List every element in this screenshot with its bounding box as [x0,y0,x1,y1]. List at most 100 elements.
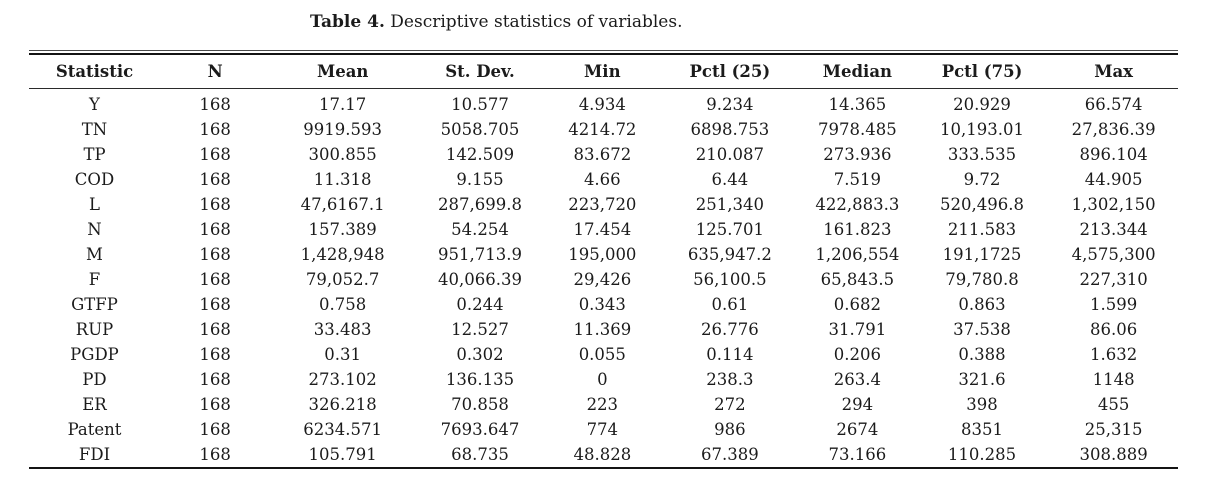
table-cell: 6898.753 [690,120,770,139]
table-cell: 168 [199,195,231,214]
table-cell: 213.344 [1079,220,1148,239]
column-header-mean: Mean [270,55,416,89]
stats-table: Statistic N Mean St. Dev. Min Pctl (25) Median… [29,55,1178,469]
column-header-statistic: Statistic [29,55,160,89]
table-cell: 5058.705 [440,120,520,139]
table-cell: 83.672 [573,145,632,164]
table-cell: 4214.72 [568,120,637,139]
table-cell: 635,947.2 [687,245,772,264]
table-cell: 273.936 [823,145,892,164]
table-caption-text: Descriptive statistics of variables. [390,12,683,32]
column-header-max: Max [1049,55,1178,89]
table-cell: 56,100.5 [693,270,767,289]
table-cell: 157.389 [308,220,377,239]
table-row: GTFP 168 0.758 0.244 0.343 0.61 0.682 0.863 1.59… [29,292,1178,317]
table-cell: 168 [199,420,231,439]
table-cell: 168 [199,170,231,189]
table-row: Y 168 17.17 10.577 4.934 9.234 14.365 20.929 66.… [29,89,1178,118]
table-cell: 0.758 [319,295,367,314]
table-cell: 223 [586,395,619,414]
table-cell: 26.776 [700,320,759,339]
table-cell: 0.343 [578,295,626,314]
table-cell: 12.527 [451,320,509,339]
table-cell: 251,340 [695,195,764,214]
row-label: TP [83,145,106,164]
table-cell: 951,713.9 [437,245,522,264]
table-cell: 0.302 [456,345,504,364]
table-cell: 1.599 [1090,295,1138,314]
table-row: TN 168 9919.593 5058.705 4214.72 6898.753 7978… [29,117,1178,142]
table-cell: 44.905 [1084,170,1143,189]
table-cell: 195,000 [568,245,637,264]
table-cell: 79,780.8 [945,270,1019,289]
table-cell: 0.682 [833,295,881,314]
table-cell: 54.254 [451,220,509,239]
table-head: Statistic N Mean St. Dev. Min Pctl (25) Median… [29,55,1178,89]
table-row: PGDP 168 0.31 0.302 0.055 0.114 0.206 0.388 1.63… [29,342,1178,367]
table-cell: 79,052.7 [305,270,380,289]
table-area: Statistic N Mean St. Dev. Min Pctl (25) Median… [29,50,1178,469]
table-cell: 1,206,554 [815,245,900,264]
table-cell: 273.102 [308,370,377,389]
table-cell: 9.155 [456,170,504,189]
table-cell: 774 [586,420,619,439]
table-cell: 0.206 [833,345,881,364]
table-cell: 136.135 [445,370,515,389]
table-caption: Table 4. Descriptive statistics of varia… [310,11,682,33]
table-cell: 0.388 [958,345,1006,364]
table-cell: 9919.593 [303,120,383,139]
table-cell: 31.791 [828,320,887,339]
table-cell: 14.365 [828,95,887,114]
row-label: TN [81,120,108,139]
table-cell: 7978.485 [818,120,897,139]
row-label: PD [82,370,107,389]
table-cell: 10.577 [451,95,509,114]
table-cell: 422,883.3 [815,195,900,214]
table-cell: 6234.571 [303,420,383,439]
table-cell: 168 [199,220,231,239]
header-row: Statistic N Mean St. Dev. Min Pctl (25) Median… [29,55,1178,89]
table-cell: 33.483 [313,320,372,339]
table-row: Patent 168 6234.571 7693.647 774 986 2674 8351 2… [29,417,1178,442]
table-row: F 168 79,052.7 40,066.39 29,426 56,100.5 65,84… [29,267,1178,292]
table-cell: 1148 [1092,370,1135,389]
table-row: FDI 168 105.791 68.735 48.828 67.389 73.166 110… [29,442,1178,468]
column-header-st-dev: St. Dev. [415,55,545,89]
table-body: Y 168 17.17 10.577 4.934 9.234 14.365 20.929 66.… [29,89,1178,469]
row-label: Patent [67,420,122,439]
table-cell: 896.104 [1079,145,1148,164]
table-cell: 47,6167.1 [300,195,385,214]
table-cell: 0.31 [324,345,362,364]
table-cell: 125.701 [695,220,764,239]
table-row: RUP 168 33.483 12.527 11.369 26.776 31.791 37.5… [29,317,1178,342]
table-cell: 168 [199,270,231,289]
row-label: COD [74,170,115,189]
table-cell: 333.535 [947,145,1017,164]
row-label: ER [82,395,107,414]
table-cell: 65,843.5 [820,270,895,289]
table-cell: 67.389 [700,445,759,464]
table-cell: 1,428,948 [300,245,385,264]
table-cell: 4,575,300 [1071,245,1156,264]
table-cell: 168 [199,445,231,464]
table-cell: 191,1725 [942,245,1022,264]
row-label: F [88,270,101,289]
table-cell: 20.929 [953,95,1011,114]
table-row: COD 168 11.318 9.155 4.66 6.44 7.519 9.72 44.905 [29,167,1178,192]
table-cell: 66.574 [1084,95,1143,114]
table-cell: 2674 [836,420,879,439]
table-cell: 17.454 [573,220,632,239]
column-header-median: Median [799,55,915,89]
column-header-min: Min [544,55,660,89]
table-cell: 1.632 [1090,345,1138,364]
table-cell: 48.828 [573,445,632,464]
table-cell: 0 [597,370,608,389]
table-cell: 168 [199,95,231,114]
table-cell: 37.538 [953,320,1011,339]
table-cell: 223,720 [568,195,637,214]
table-cell: 142.509 [445,145,515,164]
column-header-n: N [159,55,271,89]
table-row: PD 168 273.102 136.135 0 238.3 263.4 321.6 1148 [29,367,1178,392]
table-cell: 73.166 [828,445,887,464]
